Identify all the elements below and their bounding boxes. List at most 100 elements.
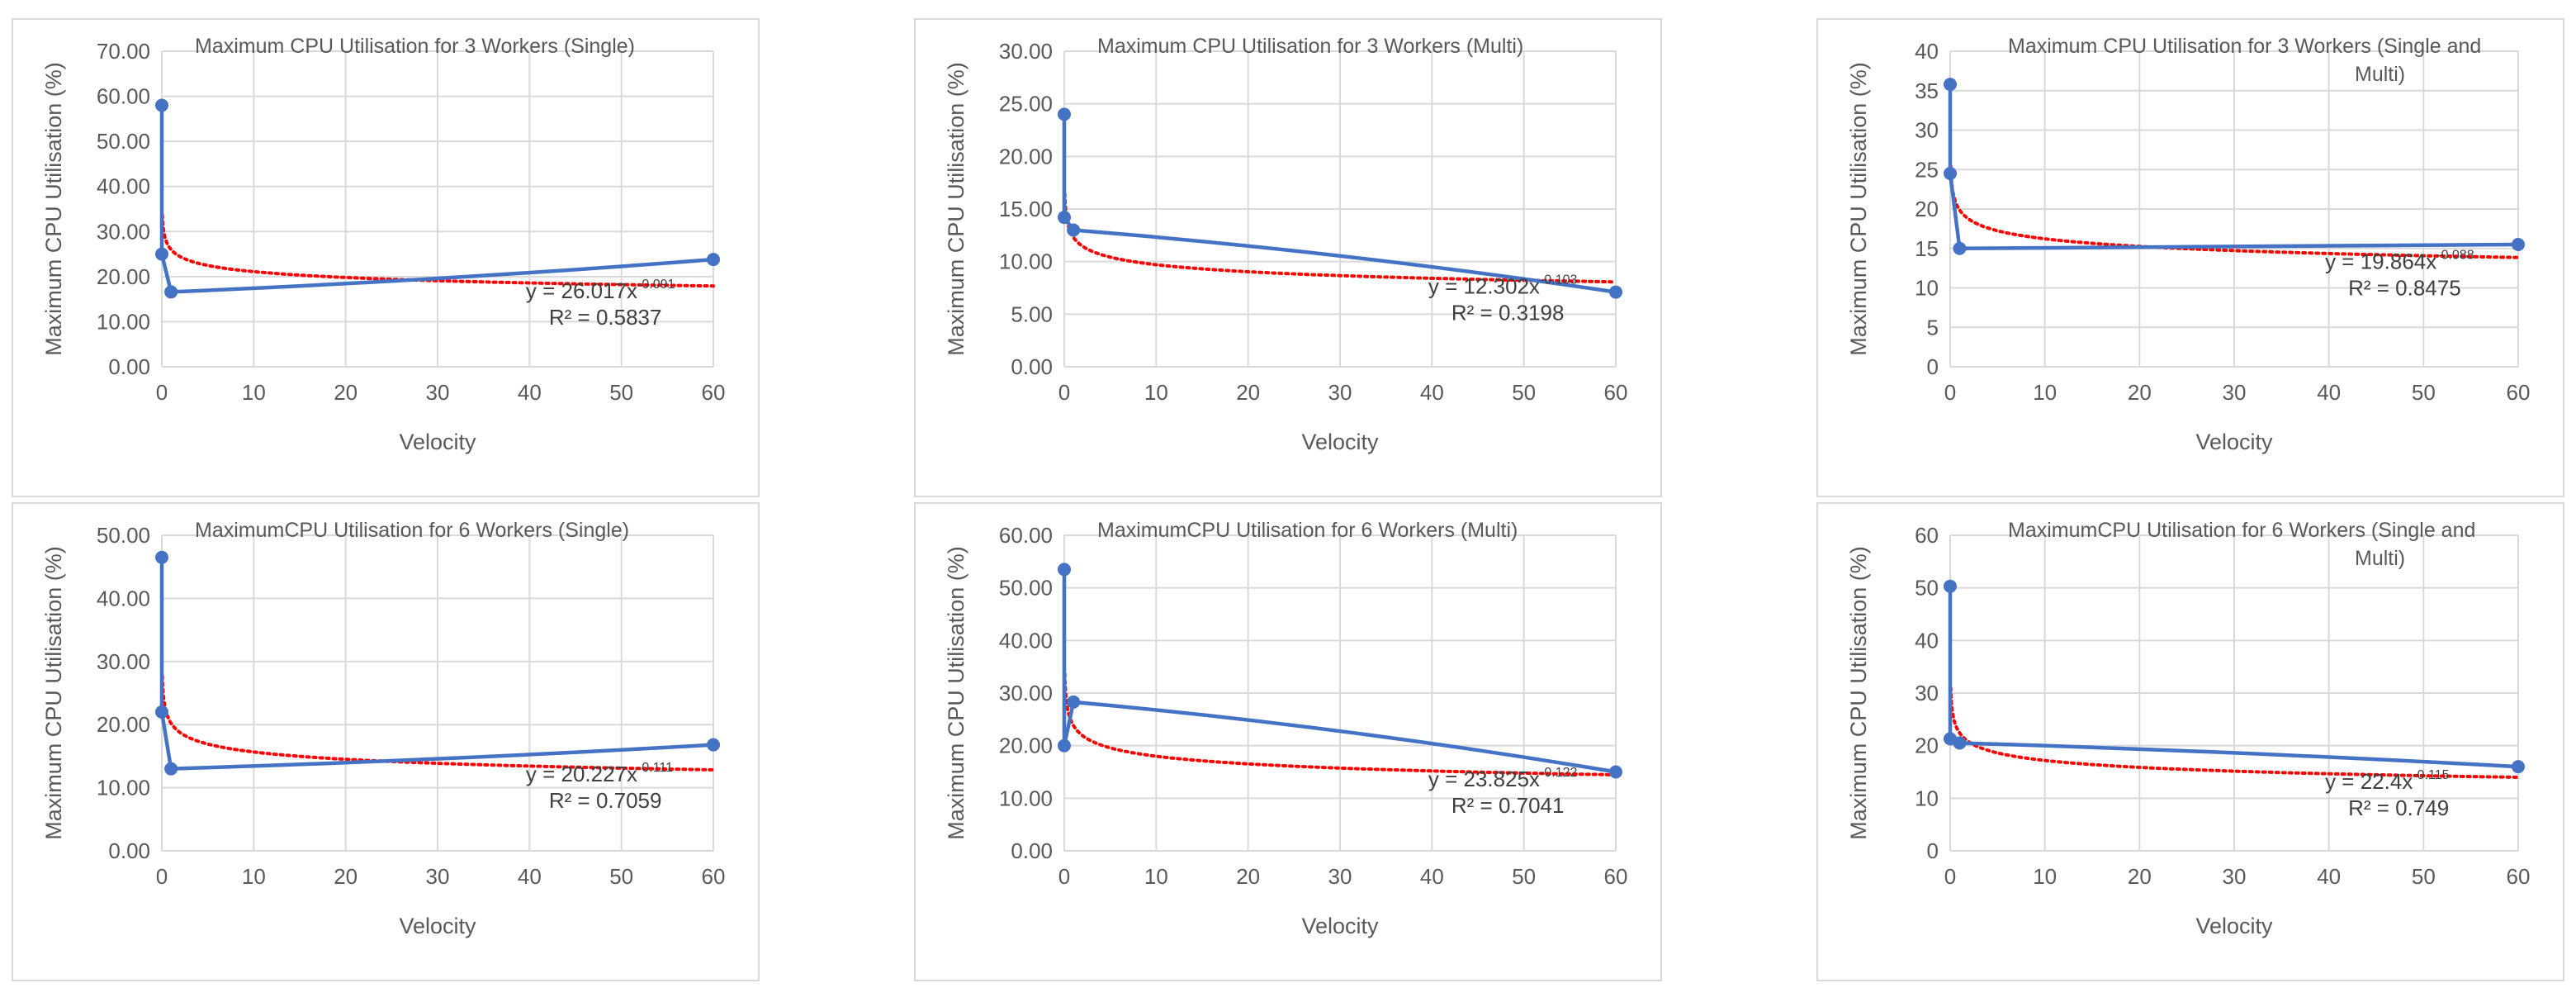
x-tick-label: 10	[242, 864, 266, 889]
chart-title-line: Multi)	[2355, 547, 2405, 570]
data-point	[1058, 563, 1071, 577]
data-point	[1944, 78, 1957, 92]
data-point	[1953, 736, 1967, 750]
y-tick-label: 0	[1927, 838, 1939, 863]
y-tick-label: 30.00	[999, 681, 1053, 705]
x-axis-title: Velocity	[399, 914, 476, 938]
x-axis-title: Velocity	[2195, 430, 2273, 454]
x-tick-label: 40	[2317, 380, 2341, 405]
y-tick-label: 15.00	[999, 197, 1053, 221]
chart-title: Maximum CPU Utilisation for 3 Workers (S…	[195, 35, 635, 58]
x-tick-label: 30	[426, 380, 450, 405]
trendline-r-squared: R² = 0.5837	[549, 305, 662, 330]
x-tick-label: 20	[2128, 380, 2152, 405]
chart-svg: 0 10 20 30 40 50 60 0 10 20 30 40 50 60 Velocity Maximu…	[1846, 519, 2531, 938]
x-tick-label: 30	[2223, 864, 2247, 889]
chart-svg: 0.00 10.00 20.00 30.00 40.00 50.00 60.00 70.00 0…	[41, 35, 726, 454]
y-tick-label: 70.00	[97, 39, 150, 64]
trendline-equation-exponent: -0.088	[2436, 248, 2474, 262]
x-tick-label: 40	[1420, 380, 1444, 405]
data-point	[1067, 695, 1081, 709]
y-tick-label: 0.00	[108, 838, 150, 863]
x-tick-label: 30	[426, 864, 450, 889]
chart-panel-3-workers-single-and-multi: 0 5 10 15 20 25 30 35 40 0 10 20 30 40 50 60 Velocity Max…	[1816, 18, 2564, 497]
x-tick-label: 50	[2412, 864, 2436, 889]
y-tick-label: 20.00	[97, 264, 150, 289]
y-tick-label: 0.00	[1011, 838, 1053, 863]
y-tick-label: 50	[1915, 576, 1939, 601]
chart-title: Maximum CPU Utilisation for 3 Workers (S…	[2008, 35, 2481, 86]
x-tick-label: 30	[1328, 380, 1352, 405]
y-tick-label: 30	[1915, 681, 1939, 705]
x-tick-label: 20	[1236, 380, 1260, 405]
x-tick-label: 60	[702, 380, 726, 405]
x-tick-label: 10	[2033, 380, 2057, 405]
y-axis-title: Maximum CPU Utilisation (%)	[944, 546, 968, 840]
series-line	[1062, 114, 1617, 294]
trendline-equation: y = 19.864x-0.088	[2325, 248, 2474, 273]
x-tick-label: 0	[156, 380, 168, 405]
x-tick-label: 20	[334, 864, 358, 889]
x-tick-label: 50	[1512, 864, 1536, 889]
y-tick-label: 15	[1915, 236, 1939, 261]
data-point	[2512, 760, 2525, 774]
x-axis-title: Velocity	[399, 430, 476, 454]
x-tick-label: 60	[2507, 380, 2531, 405]
x-tick-label: 40	[518, 380, 542, 405]
data-point	[164, 285, 178, 299]
trendline-equation-base: y = 12.302x	[1428, 273, 1540, 298]
y-axis-title: Maximum CPU Utilisation (%)	[1846, 546, 1871, 840]
trendline-equation-base: y = 19.864x	[2325, 249, 2436, 273]
chart-title: MaximumCPU Utilisation for 6 Workers (Mu…	[1097, 519, 1518, 542]
x-tick-label: 10	[1144, 380, 1168, 405]
y-tick-label: 0.00	[108, 354, 150, 379]
x-tick-label: 60	[1604, 380, 1628, 405]
x-tick-label: 60	[2507, 864, 2531, 889]
y-tick-label: 10	[1915, 786, 1939, 810]
series-line	[1062, 569, 1617, 774]
y-axis-title: Maximum CPU Utilisation (%)	[41, 62, 66, 356]
data-point	[1953, 241, 1967, 255]
trendline-equation-exponent: -0.115	[2413, 768, 2449, 782]
x-tick-label: 50	[2412, 380, 2436, 405]
x-tick-label: 0	[156, 864, 168, 889]
y-tick-label: 5	[1927, 315, 1939, 340]
data-point	[1944, 579, 1957, 593]
series-line	[1948, 84, 2519, 250]
y-tick-label: 20.00	[97, 712, 150, 737]
trendline-equation: y = 20.227x-0.111	[526, 761, 673, 786]
chart-title-line: MaximumCPU Utilisation for 6 Workers (Si…	[2008, 519, 2475, 542]
trendline-r-squared: R² = 0.7041	[1451, 793, 1565, 818]
y-tick-label: 5.00	[1011, 302, 1053, 326]
series-line	[159, 557, 714, 771]
trendline-equation: y = 12.302x-0.103	[1428, 273, 1578, 298]
x-tick-label: 20	[334, 380, 358, 405]
x-tick-label: 30	[1328, 864, 1352, 889]
chart-svg: 0.00 10.00 20.00 30.00 40.00 50.00 0 10 20 30 40 50…	[41, 519, 725, 938]
x-tick-label: 40	[1420, 864, 1444, 889]
trendline-equation-exponent: -0.111	[637, 761, 673, 775]
data-point	[1067, 223, 1081, 237]
y-tick-label: 40	[1915, 628, 1939, 653]
y-tick-label: 60.00	[999, 523, 1053, 548]
y-tick-label: 50.00	[97, 129, 150, 154]
y-tick-label: 40.00	[97, 586, 150, 610]
y-tick-label: 60	[1915, 523, 1939, 548]
data-point	[1058, 107, 1071, 121]
y-tick-label: 40	[1915, 39, 1939, 64]
y-tick-label: 10.00	[97, 309, 150, 334]
x-tick-label: 30	[2223, 380, 2247, 405]
chart-panel-6-workers-single: 0.00 10.00 20.00 30.00 40.00 50.00 0 10 20 30 40 50…	[12, 502, 760, 981]
chart-title: Maximum CPU Utilisation for 3 Workers (M…	[1097, 35, 1523, 58]
y-axis-title: Maximum CPU Utilisation (%)	[1846, 62, 1871, 356]
y-tick-label: 40.00	[97, 174, 150, 199]
data-point	[1944, 167, 1957, 181]
y-tick-label: 10.00	[999, 786, 1053, 810]
data-point	[155, 550, 168, 564]
x-tick-label: 0	[1058, 864, 1070, 889]
trendline-equation: y = 26.017x-0.091	[526, 278, 675, 303]
y-tick-label: 0	[1927, 354, 1939, 379]
y-tick-label: 10.00	[999, 249, 1053, 274]
data-point	[1058, 211, 1071, 225]
